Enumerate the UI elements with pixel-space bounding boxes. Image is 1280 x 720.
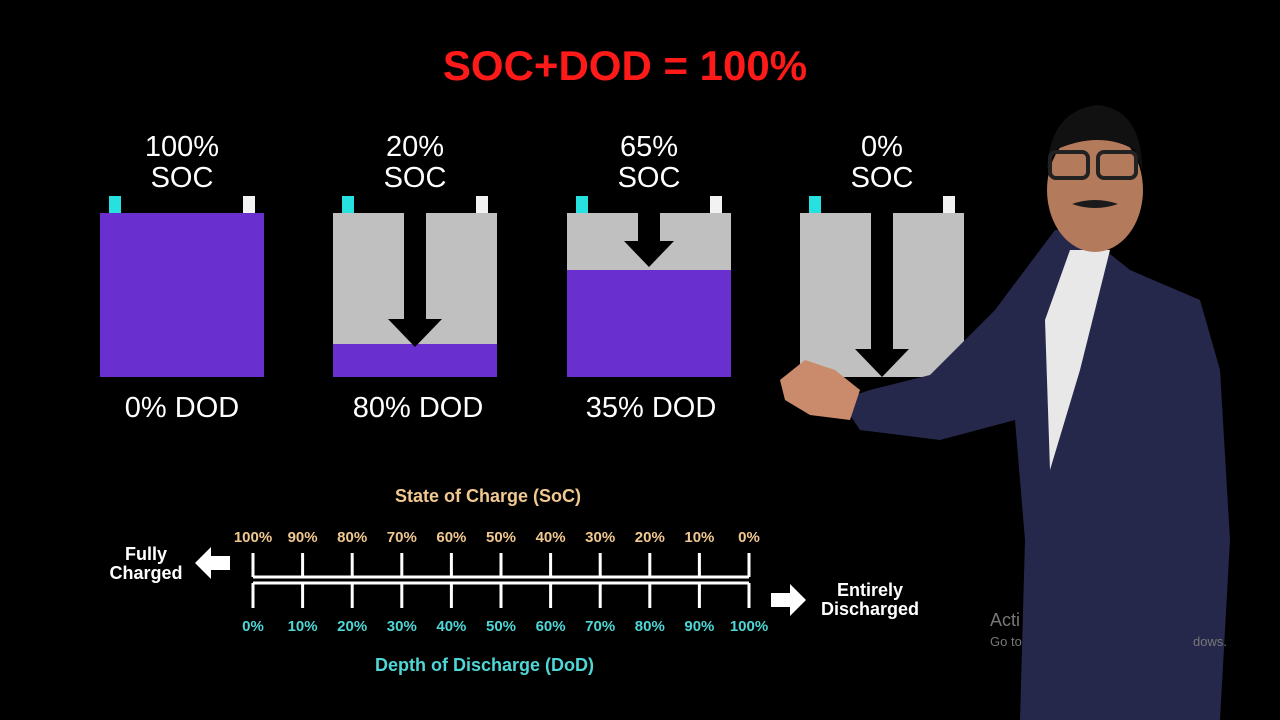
dod-tick-label: 0% [242, 618, 264, 635]
battery-4-soc-label: 0% SOC [800, 132, 964, 194]
presenter-figure [780, 105, 1230, 720]
dod-tick-label: 40% [436, 618, 467, 635]
battery-2-soc-label: 20% SOC [333, 132, 497, 194]
soc-tick-label: 80% [337, 529, 368, 546]
battery-2-discharge-arrow [388, 213, 442, 347]
dod-tick-label: 30% [386, 618, 417, 635]
battery-2-negative-terminal [476, 196, 488, 213]
battery-3-positive-terminal [576, 196, 588, 213]
soc-tick-label: 90% [287, 529, 318, 546]
page-title: SOC+DOD = 100% [442, 42, 808, 89]
soc-tick-label: 20% [634, 529, 665, 546]
battery-1 [100, 213, 264, 377]
battery-3-charge-fill [567, 270, 731, 377]
battery-1-charge-fill [100, 213, 264, 377]
battery-3-soc-word: SOC [617, 162, 681, 194]
battery-2-positive-terminal [342, 196, 354, 213]
battery-1-negative-terminal [243, 196, 255, 213]
dod-tick-label: 90% [684, 618, 715, 635]
battery-1-soc-value: 100% [144, 131, 220, 163]
dod-tick-label: 100% [729, 618, 769, 635]
dod-tick-label: 80% [634, 618, 665, 635]
left-arrow-icon [195, 547, 230, 579]
soc-dod-scale [251, 553, 751, 608]
battery-2-charge-fill [333, 344, 497, 377]
battery-3-dod-label: 35% DOD [585, 392, 717, 424]
dod-tick-label: 10% [287, 618, 318, 635]
right-arrow-icon [771, 584, 806, 616]
activation-watermark-line1: Acti [990, 610, 1021, 630]
entirely-discharged-line2: Discharged [820, 599, 920, 619]
battery-3-soc-label: 65% SOC [567, 132, 731, 194]
fully-charged-line1: Fully [124, 544, 167, 564]
soc-tick-label: 60% [436, 529, 467, 546]
soc-tick-label: 30% [585, 529, 616, 546]
fully-charged-line2: Charged [109, 563, 183, 583]
battery-4-positive-terminal [809, 196, 821, 213]
entirely-discharged-line1: Entirely [836, 580, 904, 600]
soc-tick-label: 40% [535, 529, 566, 546]
dod-tick-label: 60% [535, 618, 566, 635]
battery-3-negative-terminal [710, 196, 722, 213]
battery-1-soc-label: 100% SOC [100, 132, 264, 194]
dod-tick-label: 50% [485, 618, 517, 635]
dod-scale-title: Depth of Discharge (DoD) [375, 655, 595, 675]
soc-tick-label: 10% [684, 529, 715, 546]
soc-tick-label: 100% [233, 529, 273, 546]
fully-charged-label: Fully Charged [100, 545, 192, 583]
battery-2-soc-value: 20% [385, 131, 445, 163]
battery-2-dod-label: 80% DOD [352, 392, 484, 424]
battery-3-discharge-arrow [624, 213, 674, 267]
soc-tick-label: 0% [738, 529, 760, 546]
battery-1-soc-word: SOC [150, 162, 214, 194]
battery-4-negative-terminal [943, 196, 955, 213]
entirely-discharged-label: Entirely Discharged [812, 581, 928, 619]
activation-watermark-line2b: dows. [1193, 634, 1227, 649]
battery-4-soc-value: 0% [861, 131, 903, 163]
soc-tick-label: 70% [386, 529, 417, 546]
dod-tick-label: 20% [337, 618, 368, 635]
activation-watermark-line2a: Go to [990, 634, 1022, 649]
dod-tick-label: 70% [585, 618, 616, 635]
battery-4-soc-word: SOC [850, 162, 914, 194]
battery-1-dod-label: 0% DOD [124, 392, 240, 424]
soc-scale-title: State of Charge (SoC) [395, 486, 582, 506]
battery-4-discharge-arrow [855, 213, 909, 377]
soc-tick-label: 50% [485, 529, 517, 546]
battery-2-soc-word: SOC [383, 162, 447, 194]
battery-3-soc-value: 65% [619, 131, 679, 163]
battery-1-positive-terminal [109, 196, 121, 213]
